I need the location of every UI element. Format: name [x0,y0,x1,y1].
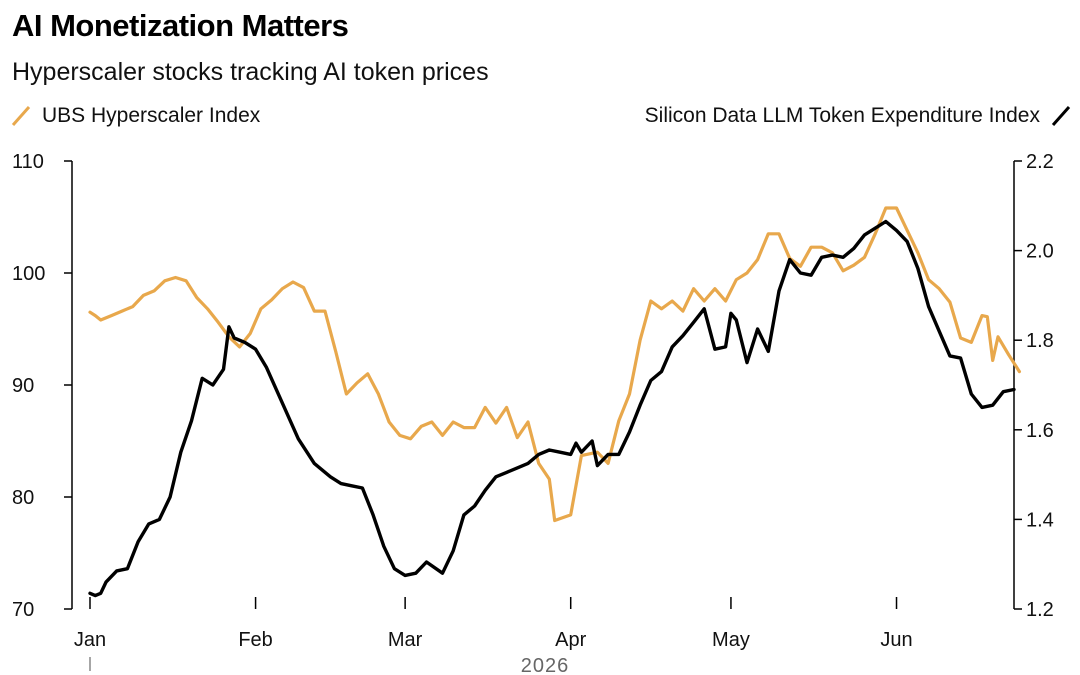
legend-right: Silicon Data LLM Token Expenditure Index [645,104,1072,128]
x-axis-year-label: 2026 [521,655,570,675]
right-axis-tick-label: 1.6 [1026,420,1054,442]
right-axis-tick-label: 1.2 [1026,599,1054,621]
x-axis-tick-label: Mar [388,629,423,651]
x-axis-tick-label: Apr [555,629,586,651]
legend-left: UBS Hyperscaler Index [10,104,260,128]
chart-subtitle: Hyperscaler stocks tracking AI token pri… [12,58,489,86]
x-axis-tick-label: Jan [74,629,106,651]
series-line-silicon [88,219,1016,598]
legend-label-ubs: UBS Hyperscaler Index [42,104,261,127]
left-axis-tick-label: 100 [12,263,45,285]
x-axis-tick-label: May [712,629,750,651]
left-axis-tick-label: 80 [12,487,34,509]
left-axis-tick-label: 90 [12,375,34,397]
legend-label-silicon: Silicon Data LLM Token Expenditure Index [644,104,1040,127]
x-axis-tick-label: Feb [238,629,272,651]
series-line-ubs [88,206,1022,523]
right-axis-tick-label: 1.4 [1026,509,1054,531]
legend-swatch-ubs [11,106,31,126]
left-axis-tick-label: 70 [12,599,34,621]
right-axis-tick-label: 1.8 [1026,330,1054,352]
left-axis-tick-label: 110 [12,151,44,173]
chart-title: AI Monetization Matters [12,8,349,43]
right-axis-tick-label: 2.2 [1026,151,1054,173]
legend-swatch-silicon [1051,106,1071,126]
x-axis-tick-label: Jun [880,629,912,651]
right-axis-tick-label: 2.0 [1026,241,1054,263]
